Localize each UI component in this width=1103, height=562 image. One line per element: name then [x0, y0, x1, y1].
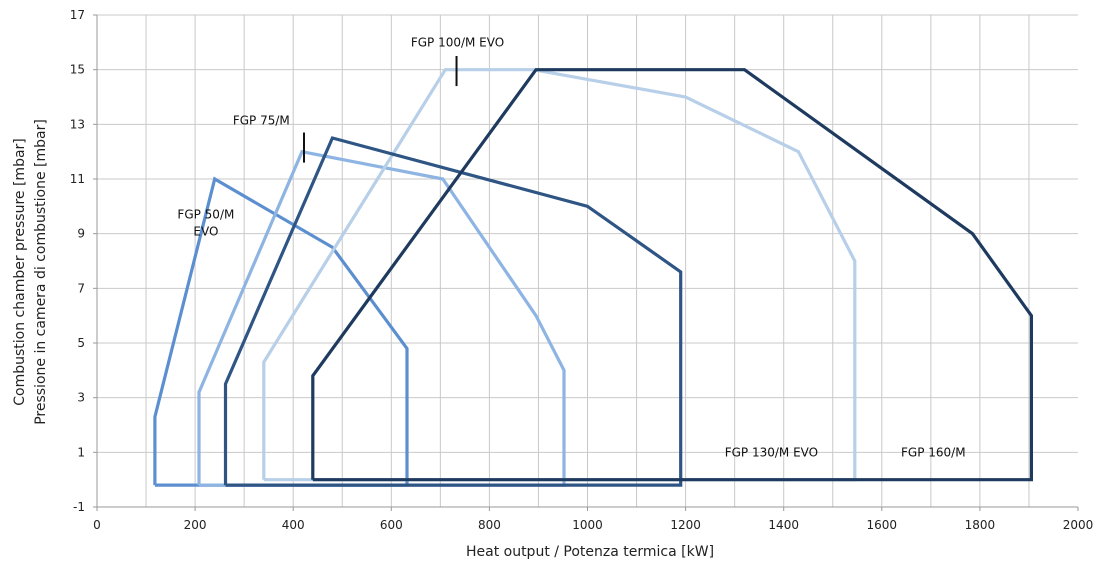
x-tick-label: 1800 — [965, 518, 996, 532]
y-tick-label: 11 — [70, 172, 85, 186]
x-tick-label: 2000 — [1063, 518, 1094, 532]
series-line-5 — [311, 68, 1034, 482]
y-axis-title-line-1: Combustion chamber pressure [mbar] — [12, 138, 28, 406]
annotation-ann-50: FGP 50/M EVO — [177, 208, 234, 239]
x-tick-labels: 0 200 400 600 800 1000 1200 1400 1600 1800 2000 — [93, 518, 1093, 532]
x-tick-label: 400 — [282, 518, 305, 532]
y-tick-label: 9 — [77, 227, 85, 241]
annotation-ann-130: FGP 130/M EVO — [725, 445, 818, 459]
series-layer — [153, 68, 1034, 487]
annotation-layer: FGP 50/M EVO FGP 75/M FGP 100/M EVO FGP 130/… — [177, 35, 965, 459]
x-tick-label: 1000 — [572, 518, 603, 532]
annotation-ann-75: FGP 75/M — [233, 113, 290, 127]
y-tick-label: 17 — [70, 8, 85, 22]
y-axis-title: Combustion chamber pressure [mbar] Press… — [12, 119, 49, 425]
series-line-2 — [197, 149, 566, 487]
series-line-4 — [223, 136, 683, 487]
y-axis-title-line-2: Pressione in camera di combustione [mbar… — [33, 119, 49, 425]
x-tick-label: 1400 — [768, 518, 799, 532]
annotation-ann-160: FGP 160/M — [901, 445, 966, 459]
y-tick-label: 1 — [77, 445, 85, 459]
x-tick-label: 200 — [184, 518, 207, 532]
annotation-line: FGP 100/M EVO — [411, 35, 504, 49]
y-tick-label: 15 — [70, 63, 85, 77]
x-tick-label: 1200 — [670, 518, 701, 532]
annotation-line: FGP 75/M — [233, 113, 290, 127]
x-tick-label: 0 — [93, 518, 101, 532]
y-tick-label: -1 — [73, 500, 85, 514]
axis-frame — [93, 14, 1079, 511]
x-tick-label: 1600 — [867, 518, 898, 532]
annotation-ann-100: FGP 100/M EVO — [411, 35, 504, 49]
x-tick-label: 800 — [478, 518, 501, 532]
y-tick-label: 13 — [70, 117, 85, 131]
annotation-line: FGP 50/M — [177, 208, 234, 222]
annotation-line: EVO — [193, 225, 218, 239]
annotation-line: FGP 130/M EVO — [725, 445, 818, 459]
y-tick-label: 7 — [77, 281, 85, 295]
y-tick-label: 3 — [77, 391, 85, 405]
x-tick-label: 600 — [380, 518, 403, 532]
y-tick-label: 5 — [77, 336, 85, 350]
x-axis-title: Heat output / Potenza termica [kW] — [466, 544, 714, 560]
annotation-line: FGP 160/M — [901, 445, 966, 459]
grid-layer — [97, 14, 1078, 507]
series-line-3 — [262, 68, 857, 482]
